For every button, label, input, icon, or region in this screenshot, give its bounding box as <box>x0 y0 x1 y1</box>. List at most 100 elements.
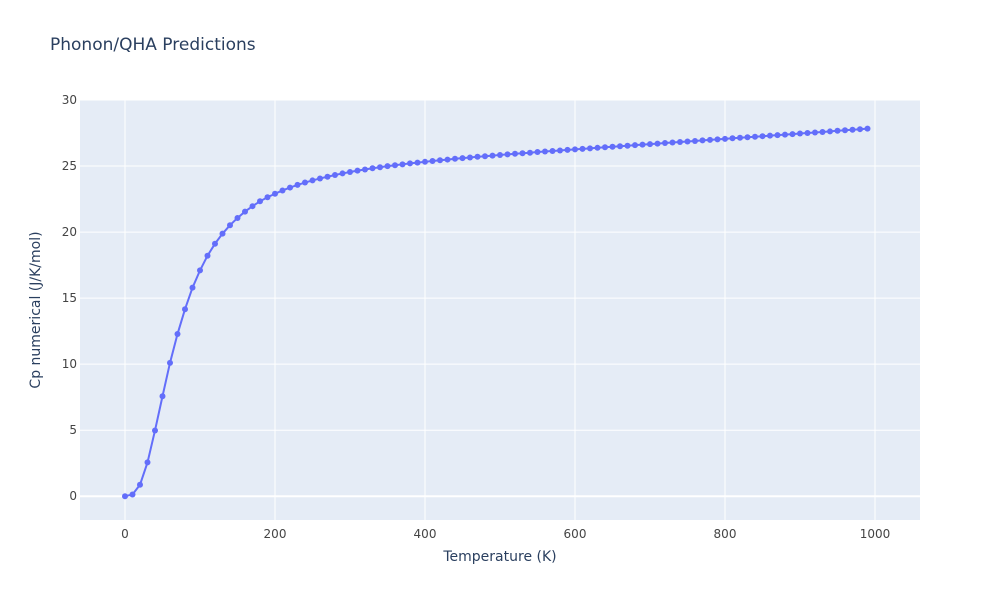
data-point <box>707 136 713 143</box>
data-point <box>714 136 721 143</box>
data-point <box>122 493 128 500</box>
y-tick-label: 5 <box>69 423 77 437</box>
data-point <box>242 208 248 215</box>
plot-area: 0 200 400 600 800 1000 0 5 10 15 20 25 30 <box>62 93 920 541</box>
data-point <box>774 132 781 139</box>
data-point <box>572 146 578 153</box>
series-line <box>124 127 868 498</box>
y-tick-label: 30 <box>62 93 77 107</box>
data-point <box>864 125 871 132</box>
y-axis-label: Cp numerical (J/K/mol) <box>28 231 44 388</box>
data-point <box>324 173 331 180</box>
data-point <box>512 150 518 157</box>
data-point <box>834 127 841 134</box>
y-tick-label: 20 <box>62 225 77 239</box>
data-point <box>227 222 233 229</box>
x-tick-label: 0 <box>121 527 129 541</box>
data-point <box>474 153 481 160</box>
data-point <box>377 164 383 171</box>
data-point <box>497 151 503 158</box>
x-tick-label: 400 <box>414 527 437 541</box>
data-point <box>152 427 158 434</box>
data-point <box>309 177 316 184</box>
data-point <box>504 151 511 158</box>
data-point <box>812 129 818 136</box>
data-point <box>729 135 736 142</box>
data-point <box>392 162 398 169</box>
data-point <box>752 133 758 140</box>
data-point <box>857 126 863 133</box>
data-point <box>519 150 526 157</box>
data-point <box>654 140 661 147</box>
data-point <box>159 393 166 400</box>
data-point <box>287 184 293 191</box>
data-point <box>459 155 466 162</box>
x-tick-label: 1000 <box>860 527 891 541</box>
data-point <box>722 135 728 142</box>
data-point <box>842 127 848 134</box>
data-point <box>467 154 473 161</box>
data-point <box>684 138 691 145</box>
data-point <box>737 134 743 141</box>
data-point <box>639 141 646 148</box>
data-point <box>204 252 211 259</box>
x-tick-label: 200 <box>264 527 287 541</box>
data-point <box>197 267 203 274</box>
data-point <box>827 128 833 135</box>
data-point <box>302 179 308 186</box>
chart-title: Phonon/QHA Predictions <box>50 35 256 55</box>
data-point <box>677 139 683 145</box>
data-point <box>294 181 301 188</box>
data-point <box>789 131 796 138</box>
data-point <box>767 132 773 139</box>
data-point <box>347 168 353 175</box>
data-point <box>669 139 676 146</box>
data-point <box>399 161 406 168</box>
data-point <box>759 133 766 140</box>
data-point <box>189 284 196 291</box>
data-point <box>407 160 413 167</box>
data-point <box>602 144 608 151</box>
data-point <box>594 144 601 151</box>
data-point <box>819 128 826 135</box>
data-point <box>234 214 241 221</box>
data-point <box>564 146 571 153</box>
data-point <box>534 149 541 156</box>
data-point <box>609 143 616 150</box>
data-point <box>429 158 436 165</box>
data-point <box>279 187 286 194</box>
data-point <box>339 170 346 177</box>
data-point <box>482 153 488 160</box>
x-tick-label: 800 <box>714 527 737 541</box>
data-point <box>804 130 811 137</box>
data-point <box>264 194 271 201</box>
data-point <box>587 145 593 152</box>
data-point <box>632 142 638 149</box>
data-point <box>624 142 631 149</box>
data-point <box>692 137 698 144</box>
data-point <box>444 156 451 163</box>
data-point <box>744 134 751 141</box>
data-point <box>414 159 421 166</box>
data-point <box>557 147 563 154</box>
data-point <box>144 459 151 466</box>
data-point <box>542 148 548 155</box>
data-point <box>489 152 496 159</box>
data-point <box>182 306 188 313</box>
data-point <box>782 131 788 138</box>
data-point <box>549 147 556 154</box>
data-point <box>219 230 226 237</box>
data-point <box>137 481 143 488</box>
data-point <box>527 149 533 156</box>
y-tick-label: 25 <box>62 159 77 173</box>
data-point <box>249 203 256 210</box>
data-point <box>699 137 706 144</box>
data-point <box>174 331 181 338</box>
data-point <box>317 175 323 182</box>
x-tick-label: 600 <box>564 527 587 541</box>
data-point <box>129 491 136 498</box>
data-point <box>797 130 803 137</box>
y-tick-label: 10 <box>62 357 77 371</box>
data-point <box>437 157 443 164</box>
